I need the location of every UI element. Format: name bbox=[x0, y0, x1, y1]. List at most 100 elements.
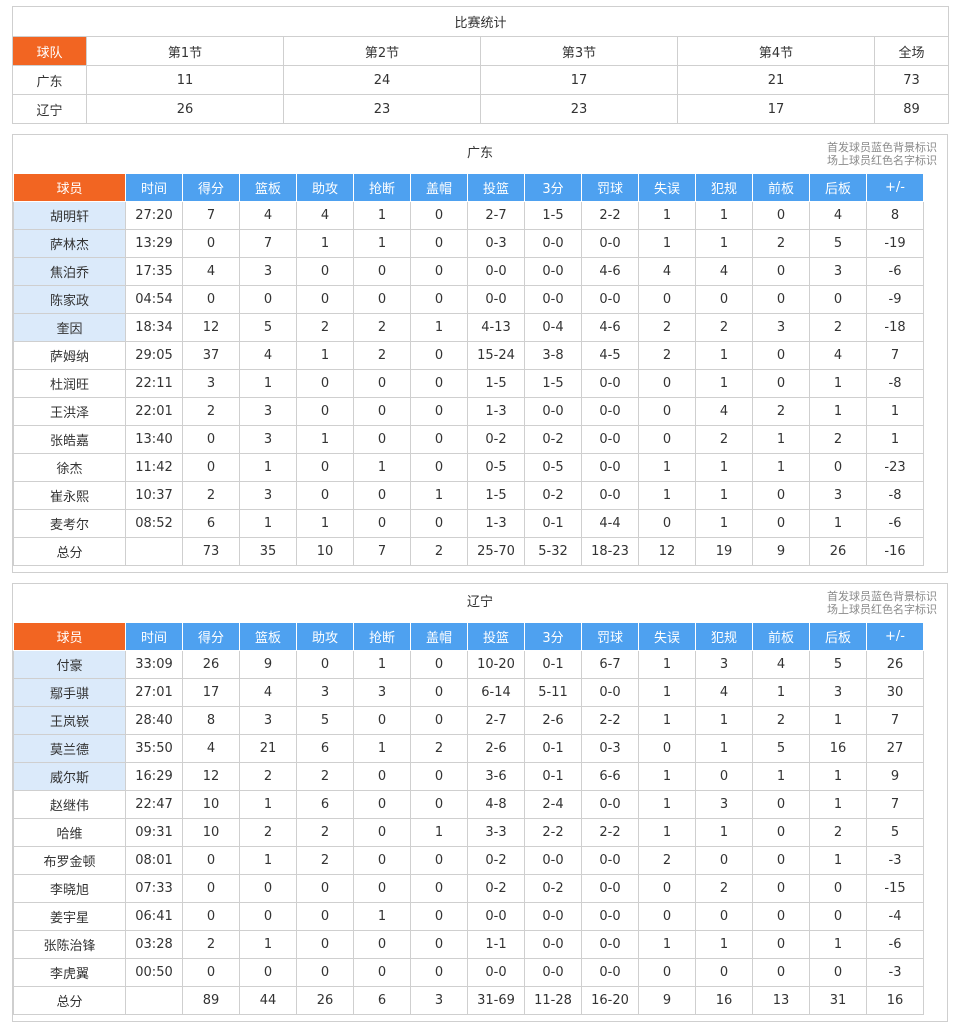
stat-blocks: 0 bbox=[410, 229, 468, 258]
player-row: 鄢手骐 27:01 17 4 3 3 0 6-14 5-11 0-0 1 4 1 3 30 bbox=[13, 678, 924, 707]
stat-plus-minus: 8 bbox=[866, 201, 924, 230]
stat-fouls: 3 bbox=[695, 790, 753, 819]
stat-rebounds: 5 bbox=[239, 313, 297, 342]
stat-turnovers: 1 bbox=[638, 650, 696, 679]
stat-ft: 0-0 bbox=[581, 369, 639, 398]
total-fouls: 19 bbox=[695, 537, 753, 566]
player-row: 李晓旭 07:33 0 0 0 0 0 0-2 0-2 0-0 0 2 0 0 -15 bbox=[13, 874, 924, 903]
stat-assists: 1 bbox=[296, 229, 354, 258]
stat-steals: 1 bbox=[353, 650, 411, 679]
player-row: 胡明轩 27:20 7 4 4 1 0 2-7 1-5 2-2 1 1 0 4 8 bbox=[13, 201, 924, 230]
stat-off-reb: 0 bbox=[752, 846, 810, 875]
stat-three-pt: 0-4 bbox=[524, 313, 582, 342]
player-row: 崔永熙 10:37 2 3 0 0 1 1-5 0-2 0-0 1 1 0 3 -8 bbox=[13, 481, 924, 510]
summary-row-guangdong: 广东 11 24 17 21 73 bbox=[12, 65, 950, 95]
stat-plus-minus: 1 bbox=[866, 397, 924, 426]
stat-fg: 6-14 bbox=[467, 678, 525, 707]
stat-time: 06:41 bbox=[125, 902, 183, 931]
stat-fg: 0-0 bbox=[467, 902, 525, 931]
summary-cell: 89 bbox=[873, 94, 950, 124]
stat-off-reb: 0 bbox=[752, 285, 810, 314]
stat-ft: 0-0 bbox=[581, 902, 639, 931]
stat-three-pt: 0-0 bbox=[524, 257, 582, 286]
stat-points: 0 bbox=[182, 229, 240, 258]
total-label: 总分 bbox=[13, 986, 126, 1015]
stat-plus-minus: -6 bbox=[866, 257, 924, 286]
summary-cell: 11 bbox=[86, 65, 284, 95]
stat-turnovers: 0 bbox=[638, 958, 696, 987]
stat-steals: 0 bbox=[353, 369, 411, 398]
stat-fouls: 3 bbox=[695, 650, 753, 679]
player-stats-table: 球员 时间 得分 篮板 助攻 抢断 盖帽 投篮 3分 罚球 失误 犯规 前板 后板 +/- 胡明轩 27:20 7… bbox=[13, 173, 924, 566]
player-name: 萨林杰 bbox=[13, 229, 126, 258]
stat-fouls: 0 bbox=[695, 762, 753, 791]
stat-ft: 0-0 bbox=[581, 285, 639, 314]
stat-blocks: 0 bbox=[410, 846, 468, 875]
col-header-off-reb: 前板 bbox=[752, 622, 810, 651]
stat-rebounds: 4 bbox=[239, 678, 297, 707]
stat-fg: 1-1 bbox=[467, 930, 525, 959]
player-name: 陈家政 bbox=[13, 285, 126, 314]
stat-ft: 0-3 bbox=[581, 734, 639, 763]
team-panel-guangdong: 广东 首发球员蓝色背景标识 场上球员红色名字标识 球员 时间 得分 篮板 助攻 抢断 盖帽投… bbox=[12, 134, 948, 573]
stat-turnovers: 4 bbox=[638, 257, 696, 286]
stat-points: 0 bbox=[182, 285, 240, 314]
player-row: 威尔斯 16:29 12 2 2 0 0 3-6 0-1 6-6 1 0 1 1 9 bbox=[13, 762, 924, 791]
stat-ft: 0-0 bbox=[581, 790, 639, 819]
stat-turnovers: 0 bbox=[638, 902, 696, 931]
stat-assists: 1 bbox=[296, 509, 354, 538]
stat-turnovers: 1 bbox=[638, 201, 696, 230]
stat-plus-minus: -3 bbox=[866, 958, 924, 987]
total-blocks: 3 bbox=[410, 986, 468, 1015]
stat-rebounds: 0 bbox=[239, 902, 297, 931]
player-row: 萨林杰 13:29 0 7 1 1 0 0-3 0-0 0-0 1 1 2 5 -19 bbox=[13, 229, 924, 258]
total-plus-minus: 16 bbox=[866, 986, 924, 1015]
stat-off-reb: 0 bbox=[752, 509, 810, 538]
col-header-player: 球员 bbox=[13, 622, 126, 651]
stat-rebounds: 21 bbox=[239, 734, 297, 763]
col-header-rebounds: 篮板 bbox=[239, 622, 297, 651]
total-fg: 25-70 bbox=[467, 537, 525, 566]
stat-steals: 0 bbox=[353, 846, 411, 875]
stat-three-pt: 0-2 bbox=[524, 481, 582, 510]
stat-blocks: 0 bbox=[410, 285, 468, 314]
col-header-plus-minus: +/- bbox=[866, 622, 924, 651]
col-header-fouls: 犯规 bbox=[695, 622, 753, 651]
stat-rebounds: 1 bbox=[239, 790, 297, 819]
stat-ft: 0-0 bbox=[581, 930, 639, 959]
stat-three-pt: 2-2 bbox=[524, 818, 582, 847]
team-title: 广东 bbox=[466, 146, 493, 161]
stat-points: 10 bbox=[182, 818, 240, 847]
stat-blocks: 0 bbox=[410, 341, 468, 370]
stat-steals: 1 bbox=[353, 201, 411, 230]
total-three-pt: 5-32 bbox=[524, 537, 582, 566]
stat-def-reb: 1 bbox=[809, 369, 867, 398]
col-header-fg: 投篮 bbox=[467, 173, 525, 202]
summary-header-team: 球队 bbox=[12, 36, 87, 66]
stat-three-pt: 0-0 bbox=[524, 285, 582, 314]
stat-points: 2 bbox=[182, 397, 240, 426]
stat-plus-minus: -23 bbox=[866, 453, 924, 482]
stat-time: 13:29 bbox=[125, 229, 183, 258]
stat-three-pt: 0-0 bbox=[524, 846, 582, 875]
summary-cell: 73 bbox=[873, 65, 950, 95]
col-header-three-pt: 3分 bbox=[524, 173, 582, 202]
stat-steals: 0 bbox=[353, 958, 411, 987]
stat-points: 3 bbox=[182, 369, 240, 398]
total-points: 73 bbox=[182, 537, 240, 566]
stat-fouls: 1 bbox=[695, 481, 753, 510]
stat-blocks: 0 bbox=[410, 201, 468, 230]
stat-three-pt: 0-1 bbox=[524, 762, 582, 791]
stat-turnovers: 0 bbox=[638, 397, 696, 426]
stat-steals: 2 bbox=[353, 341, 411, 370]
stat-three-pt: 0-2 bbox=[524, 874, 582, 903]
stat-points: 7 bbox=[182, 201, 240, 230]
stat-fouls: 1 bbox=[695, 341, 753, 370]
stat-def-reb: 5 bbox=[809, 229, 867, 258]
stat-off-reb: 0 bbox=[752, 257, 810, 286]
stat-steals: 0 bbox=[353, 930, 411, 959]
stat-def-reb: 1 bbox=[809, 706, 867, 735]
stat-ft: 0-0 bbox=[581, 453, 639, 482]
col-header-assists: 助攻 bbox=[296, 622, 354, 651]
stat-fg: 10-20 bbox=[467, 650, 525, 679]
